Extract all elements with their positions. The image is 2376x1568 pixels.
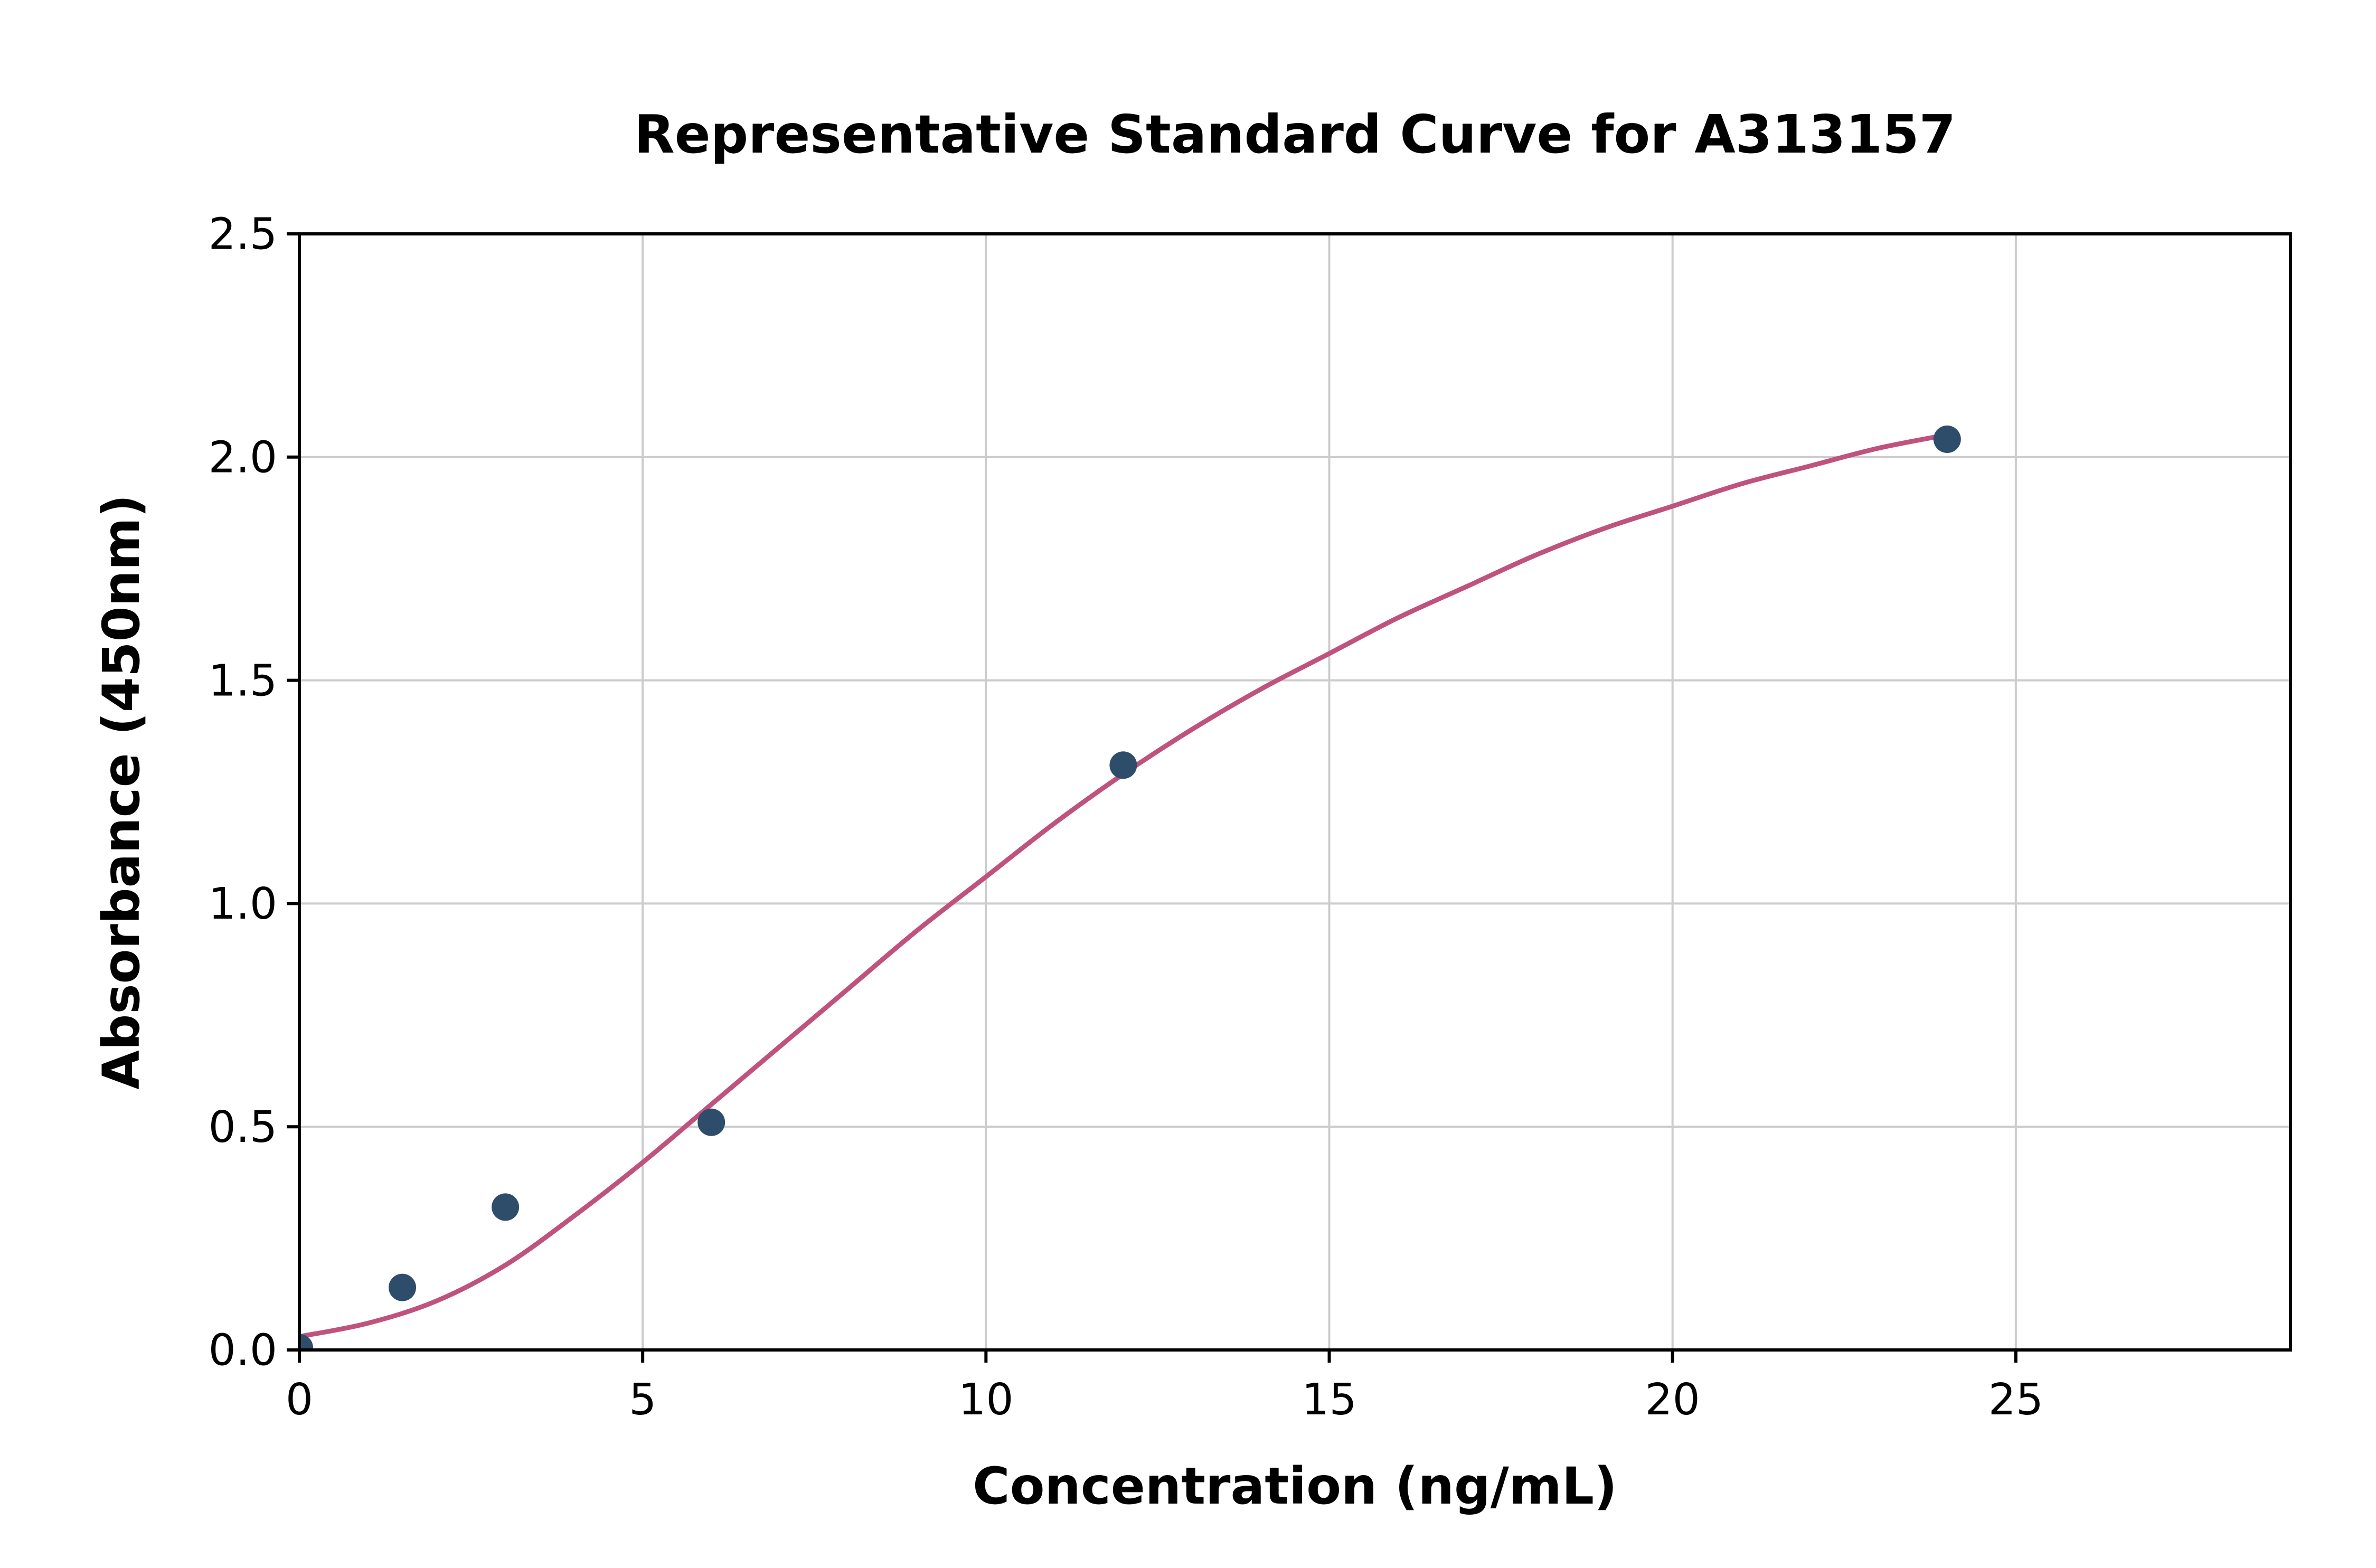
- y-axis-label: Absorbance (450nm): [92, 494, 151, 1090]
- y-tick-label: 1.5: [209, 656, 277, 706]
- axes-frame: [298, 232, 2292, 1352]
- data-point: [697, 1108, 725, 1136]
- data-point: [1109, 751, 1137, 779]
- x-tick-label: 0: [286, 1375, 313, 1425]
- x-axis-label: Concentration (ng/mL): [973, 1457, 1617, 1516]
- axes-background: [299, 234, 2290, 1350]
- data-point: [299, 1334, 313, 1350]
- y-tick-label: 1.0: [209, 879, 277, 929]
- chart-title: Representative Standard Curve for A31315…: [634, 103, 1956, 165]
- y-tick-label: 2.5: [209, 210, 277, 260]
- y-tick-label: 0.0: [209, 1326, 277, 1376]
- y-tick-label: 2.0: [209, 433, 277, 483]
- x-tick-label: 15: [1302, 1375, 1356, 1425]
- data-point: [1933, 425, 1961, 453]
- x-tick-label: 25: [1988, 1375, 2043, 1425]
- fit-curve: [299, 432, 1950, 1339]
- x-tick-label: 20: [1645, 1375, 1700, 1425]
- x-tick-label: 10: [958, 1375, 1013, 1425]
- data-point: [492, 1193, 520, 1221]
- data-point: [389, 1273, 417, 1301]
- x-tick-label: 5: [629, 1375, 656, 1425]
- y-tick-label: 0.5: [209, 1102, 277, 1153]
